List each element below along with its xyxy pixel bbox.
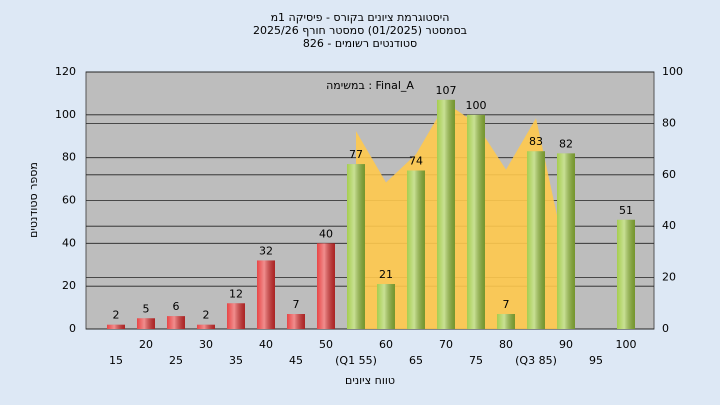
bar-shade bbox=[407, 170, 425, 329]
x-tick-label: 100 bbox=[616, 338, 637, 351]
y-axis-label: מספר סטודנטים bbox=[27, 162, 40, 238]
y-tick-label: 100 bbox=[55, 108, 76, 121]
bar-shade bbox=[347, 164, 365, 329]
y2-tick-label: 40 bbox=[662, 219, 676, 232]
x-tick-label: 30 bbox=[199, 338, 213, 351]
title-line: 826 - סטודנטים רשומים bbox=[303, 37, 417, 50]
data-label: 40 bbox=[319, 227, 333, 240]
title-line: היסטוגרמת ציונים בקורס - פיסיקה 1מ bbox=[271, 11, 450, 24]
title-line: בסמסטר (01/2025) סמסטר חורף 2025/26 bbox=[253, 24, 467, 37]
bar-shade bbox=[287, 314, 305, 329]
bar-shade bbox=[257, 260, 275, 329]
x-tick-label: (Q1 55) bbox=[335, 354, 377, 367]
data-label: 6 bbox=[173, 300, 180, 313]
x-tick-label: (Q3 85) bbox=[515, 354, 557, 367]
y-tick-label: 120 bbox=[55, 65, 76, 78]
x-tick-label: 40 bbox=[259, 338, 273, 351]
data-label: 32 bbox=[259, 244, 273, 257]
x-tick-label: 95 bbox=[589, 354, 603, 367]
y2-tick-label: 60 bbox=[662, 168, 676, 181]
x-tick-label: 75 bbox=[469, 354, 483, 367]
bar-shade bbox=[227, 303, 245, 329]
bar-shade bbox=[437, 99, 455, 329]
bar-shade bbox=[497, 314, 515, 329]
data-label: 2 bbox=[203, 309, 210, 322]
bar-shade bbox=[107, 324, 125, 329]
x-tick-label: 15 bbox=[109, 354, 123, 367]
data-label: 74 bbox=[409, 155, 423, 168]
y2-tick-label: 80 bbox=[662, 116, 676, 129]
bar-shade bbox=[467, 114, 485, 329]
x-axis-label: טווח ציונים bbox=[345, 374, 395, 387]
x-tick-label: 90 bbox=[559, 338, 573, 351]
x-tick-label: 70 bbox=[439, 338, 453, 351]
data-label: 7 bbox=[293, 298, 300, 311]
data-label: 100 bbox=[466, 99, 487, 112]
x-tick-label: 60 bbox=[379, 338, 393, 351]
y2-tick-label: 0 bbox=[662, 322, 669, 335]
bar-shade bbox=[137, 318, 155, 329]
x-tick-label: 35 bbox=[229, 354, 243, 367]
data-label: 7 bbox=[503, 298, 510, 311]
x-tick-label: 45 bbox=[289, 354, 303, 367]
data-label: 12 bbox=[229, 287, 243, 300]
x-tick-label: 80 bbox=[499, 338, 513, 351]
bar-shade bbox=[167, 316, 185, 329]
bar-shade bbox=[527, 151, 545, 329]
data-label: 77 bbox=[349, 148, 363, 161]
y-tick-label: 40 bbox=[62, 236, 76, 249]
y-tick-label: 0 bbox=[69, 322, 76, 335]
data-label: 5 bbox=[143, 302, 150, 315]
data-label: 83 bbox=[529, 135, 543, 148]
bar-shade bbox=[617, 219, 635, 329]
data-label: 107 bbox=[436, 84, 457, 97]
bar-shade bbox=[377, 284, 395, 329]
y2-tick-label: 20 bbox=[662, 271, 676, 284]
data-label: 21 bbox=[379, 268, 393, 281]
annotation: במשימה : Final_A bbox=[326, 79, 414, 92]
x-tick-label: 20 bbox=[139, 338, 153, 351]
bar-shade bbox=[317, 243, 335, 329]
bar-shade bbox=[557, 153, 575, 329]
x-tick-label: 50 bbox=[319, 338, 333, 351]
x-tick-label: 25 bbox=[169, 354, 183, 367]
data-label: 2 bbox=[113, 309, 120, 322]
bar-shade bbox=[197, 324, 215, 329]
x-tick-label: 65 bbox=[409, 354, 423, 367]
y-tick-label: 60 bbox=[62, 194, 76, 207]
y-tick-label: 80 bbox=[62, 151, 76, 164]
data-label: 82 bbox=[559, 137, 573, 150]
data-label: 51 bbox=[619, 204, 633, 217]
y-tick-label: 20 bbox=[62, 279, 76, 292]
y2-tick-label: 100 bbox=[662, 65, 683, 78]
